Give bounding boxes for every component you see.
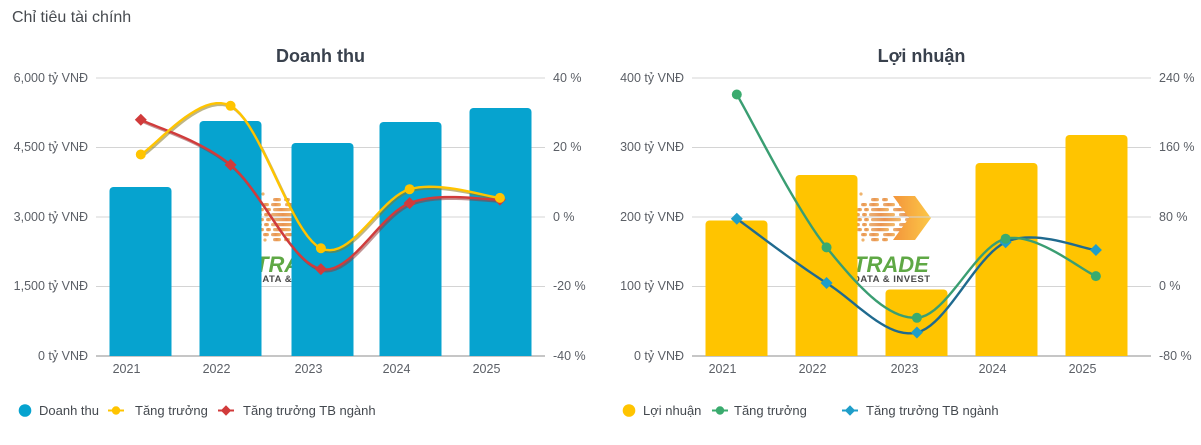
svg-text:DATA & INVEST: DATA & INVEST <box>853 274 931 285</box>
